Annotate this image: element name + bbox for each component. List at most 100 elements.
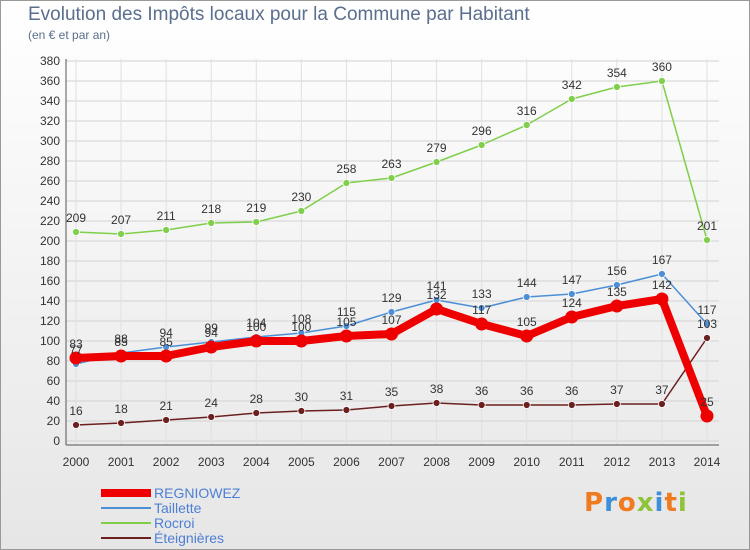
data-label: 263 (381, 157, 401, 171)
legend-swatch (101, 489, 151, 497)
data-point (162, 226, 171, 234)
chart-subtitle: (en € et par an) (28, 28, 111, 42)
data-point (655, 292, 669, 306)
data-point (252, 218, 261, 226)
data-label: 129 (381, 291, 401, 305)
x-tick-label: 2002 (153, 455, 180, 469)
data-point (612, 281, 621, 289)
data-label: 207 (111, 213, 131, 227)
data-point (159, 349, 173, 363)
data-label: 209 (66, 211, 86, 225)
proxiti-logo: Proxiti (584, 488, 688, 518)
x-tick-label: 2005 (288, 455, 315, 469)
logo-letter: o (617, 488, 637, 518)
y-tick-label: 20 (47, 414, 61, 428)
data-point (612, 83, 621, 91)
data-label: 35 (385, 385, 399, 399)
x-tick-label: 2012 (604, 455, 631, 469)
data-label: 258 (336, 162, 356, 176)
legend-label: Taillette (154, 500, 202, 516)
data-label: 147 (562, 273, 582, 287)
y-tick-label: 360 (40, 74, 60, 88)
y-tick-label: 40 (47, 394, 61, 408)
data-label: 360 (652, 60, 672, 74)
data-label: 354 (607, 66, 627, 80)
data-label: 144 (517, 276, 537, 290)
data-point (387, 402, 396, 410)
x-tick-label: 2010 (513, 455, 540, 469)
data-label: 219 (246, 201, 266, 215)
logo-letter: i (677, 488, 688, 518)
data-point (565, 310, 579, 324)
data-label: 135 (607, 285, 627, 299)
data-label: 100 (291, 320, 311, 334)
data-label: 211 (157, 209, 176, 223)
x-tick-label: 2008 (423, 455, 450, 469)
legend-swatch (101, 507, 151, 509)
data-point (703, 320, 711, 328)
data-label: 25 (700, 395, 714, 409)
data-label: 105 (517, 315, 537, 329)
data-point (387, 308, 396, 316)
data-point (522, 401, 531, 409)
data-label: 31 (340, 389, 354, 403)
data-label: 94 (159, 326, 173, 340)
data-label: 37 (655, 383, 669, 397)
y-tick-label: 0 (53, 434, 60, 448)
data-point (72, 228, 80, 236)
data-point (207, 219, 216, 227)
data-label: 100 (246, 320, 266, 334)
y-tick-label: 200 (40, 234, 60, 248)
data-point (114, 349, 128, 363)
data-point (477, 401, 486, 409)
data-label: 77 (69, 343, 83, 357)
data-label: 117 (697, 303, 716, 317)
data-point (430, 302, 444, 316)
data-label: 156 (607, 264, 627, 278)
x-tick-label: 2009 (468, 455, 495, 469)
data-label: 36 (520, 384, 534, 398)
x-tick-label: 2011 (559, 455, 585, 469)
y-tick-label: 340 (40, 94, 60, 108)
data-point (339, 329, 353, 343)
y-tick-label: 100 (40, 334, 60, 348)
data-point (294, 334, 308, 348)
data-label: 201 (697, 219, 717, 233)
y-tick-label: 380 (40, 54, 60, 68)
y-tick-label: 240 (40, 194, 60, 208)
chart-title: Evolution des Impôts locaux pour la Comm… (28, 4, 530, 25)
x-tick-label: 2014 (694, 455, 721, 469)
data-point (297, 407, 306, 415)
x-tick-label: 2003 (198, 455, 225, 469)
data-label: 132 (427, 288, 447, 302)
legend-label: Rocroi (154, 515, 195, 531)
data-point (204, 340, 218, 354)
data-label: 18 (114, 402, 128, 416)
data-point (567, 95, 576, 103)
data-point (72, 421, 80, 429)
data-point (703, 236, 711, 244)
logo-letter: t (664, 488, 678, 518)
x-tick-label: 2000 (63, 455, 90, 469)
data-label: 88 (114, 332, 128, 346)
data-label: 296 (472, 124, 492, 138)
data-label: 37 (610, 383, 624, 397)
legend-label: REGNIOWEZ (154, 485, 241, 501)
data-point (567, 401, 576, 409)
y-tick-label: 60 (47, 374, 61, 388)
y-tick-label: 280 (40, 154, 60, 168)
data-label: 28 (250, 392, 264, 406)
logo-letter: i (654, 488, 665, 518)
data-label: 342 (562, 78, 582, 92)
data-label: 167 (652, 253, 672, 267)
data-label: 142 (652, 278, 672, 292)
data-label: 141 (427, 279, 447, 293)
data-point (520, 329, 534, 343)
data-label: 124 (562, 296, 582, 310)
data-point (477, 141, 486, 149)
data-point (475, 317, 489, 331)
x-tick-label: 2013 (649, 455, 676, 469)
data-label: 24 (205, 396, 219, 410)
x-tick-label: 2007 (378, 455, 405, 469)
data-label: 85 (114, 335, 128, 349)
